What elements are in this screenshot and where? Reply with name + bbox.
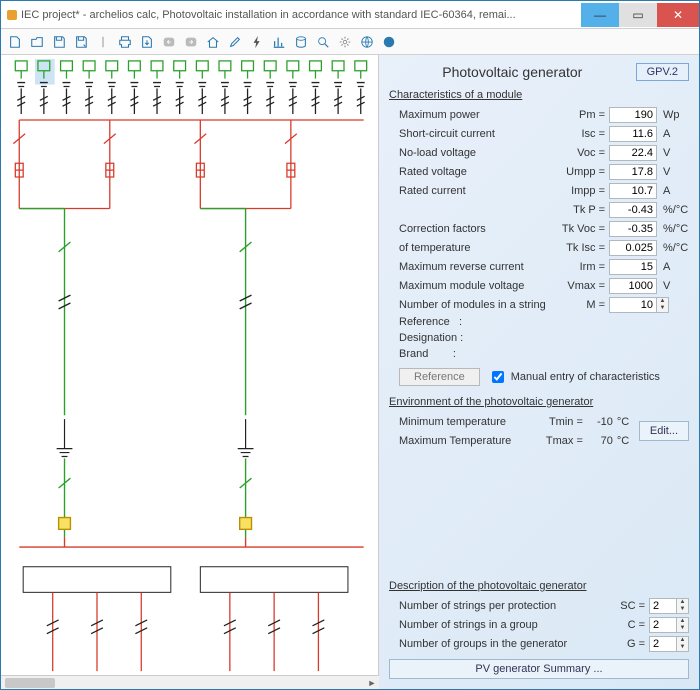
voc-input[interactable] xyxy=(609,145,657,161)
corr-label2: of temperature xyxy=(389,242,557,254)
m-input[interactable] xyxy=(609,297,657,313)
save-as-icon[interactable] xyxy=(71,32,91,52)
app-icon xyxy=(7,10,17,20)
imp-input[interactable] xyxy=(609,183,657,199)
toolbar: ? xyxy=(1,29,699,55)
app-window: IEC project* - archelios calc, Photovolt… xyxy=(0,0,700,690)
imp-label: Rated current xyxy=(389,185,557,197)
home-icon[interactable] xyxy=(203,32,223,52)
scroll-thumb[interactable] xyxy=(5,678,55,688)
tmin-label: Minimum temperature xyxy=(389,416,539,428)
diagram-canvas[interactable]: (function(){ var ns="http://www.w3.org/2… xyxy=(1,55,379,675)
close-button[interactable]: ✕ xyxy=(657,3,699,27)
section-description: Description of the photovoltaic generato… xyxy=(389,580,689,592)
m-spinner[interactable]: ▲▼ xyxy=(657,297,669,313)
new-icon[interactable] xyxy=(5,32,25,52)
meta-block: Reference : Designation : Brand : xyxy=(389,314,689,362)
c-label: Number of strings in a group xyxy=(389,619,597,631)
minimize-button[interactable]: — xyxy=(581,3,619,27)
corr-label: Correction factors xyxy=(389,223,557,235)
irm-input[interactable] xyxy=(609,259,657,275)
gpv-button[interactable]: GPV.2 xyxy=(636,63,689,81)
panel-title: Photovoltaic generator xyxy=(389,64,636,80)
bolt-icon[interactable] xyxy=(247,32,267,52)
ump-label: Rated voltage xyxy=(389,166,557,178)
maximize-button[interactable]: ▭ xyxy=(619,3,657,27)
properties-panel: Photovoltaic generator GPV.2 Characteris… xyxy=(379,55,699,689)
vmax-input[interactable] xyxy=(609,278,657,294)
c-spinner[interactable]: ▲▼ xyxy=(677,617,689,633)
tmax-label: Maximum Temperature xyxy=(389,435,539,447)
g-label: Number of groups in the generator xyxy=(389,638,597,650)
pm-label: Maximum power xyxy=(389,109,557,121)
search-icon[interactable] xyxy=(313,32,333,52)
section-characteristics: Characteristics of a module xyxy=(389,89,689,101)
undo-icon[interactable] xyxy=(159,32,179,52)
client-area: (function(){ var ns="http://www.w3.org/2… xyxy=(1,55,699,689)
voc-label: No-load voltage xyxy=(389,147,557,159)
save-icon[interactable] xyxy=(49,32,69,52)
pm-sym: Pm = xyxy=(557,109,609,121)
print-icon[interactable] xyxy=(115,32,135,52)
globe-icon[interactable] xyxy=(357,32,377,52)
manual-entry-checkbox[interactable]: Manual entry of characteristics xyxy=(488,368,660,386)
horizontal-scrollbar[interactable]: ◄ ► xyxy=(1,675,379,689)
gear-icon[interactable] xyxy=(335,32,355,52)
tkp-input[interactable] xyxy=(609,202,657,218)
edit-icon[interactable] xyxy=(225,32,245,52)
chart-icon[interactable] xyxy=(269,32,289,52)
ump-input[interactable] xyxy=(609,164,657,180)
isc-label: Short-circuit current xyxy=(389,128,557,140)
tki-input[interactable] xyxy=(609,240,657,256)
sc-spinner[interactable]: ▲▼ xyxy=(677,598,689,614)
manual-entry-input[interactable] xyxy=(492,371,504,383)
g-input[interactable] xyxy=(649,636,677,652)
reference-button[interactable]: Reference xyxy=(399,368,480,386)
pm-input[interactable] xyxy=(609,107,657,123)
window-title: IEC project* - archelios calc, Photovolt… xyxy=(21,9,581,21)
c-input[interactable] xyxy=(649,617,677,633)
irm-label: Maximum reverse current xyxy=(389,261,557,273)
tmax-value: 70 xyxy=(587,435,617,447)
sep xyxy=(93,32,113,52)
titlebar: IEC project* - archelios calc, Photovolt… xyxy=(1,1,699,29)
summary-button[interactable]: PV generator Summary ... xyxy=(389,659,689,679)
svg-text:?: ? xyxy=(387,37,392,46)
vmax-label: Maximum module voltage xyxy=(389,280,557,292)
sc-input[interactable] xyxy=(649,598,677,614)
database-icon[interactable] xyxy=(291,32,311,52)
edit-env-button[interactable]: Edit... xyxy=(639,421,689,441)
redo-icon[interactable] xyxy=(181,32,201,52)
open-icon[interactable] xyxy=(27,32,47,52)
tmin-value: -10 xyxy=(587,416,617,428)
sc-label: Number of strings per protection xyxy=(389,600,597,612)
window-controls: — ▭ ✕ xyxy=(581,3,699,27)
m-label: Number of modules in a string xyxy=(389,299,557,311)
scroll-right-icon[interactable]: ► xyxy=(365,676,379,689)
section-environment: Environment of the photovoltaic generato… xyxy=(389,396,689,408)
tkv-input[interactable] xyxy=(609,221,657,237)
pm-unit: Wp xyxy=(657,109,689,121)
export-icon[interactable] xyxy=(137,32,157,52)
isc-input[interactable] xyxy=(609,126,657,142)
help-icon[interactable]: ? xyxy=(379,32,399,52)
g-spinner[interactable]: ▲▼ xyxy=(677,636,689,652)
